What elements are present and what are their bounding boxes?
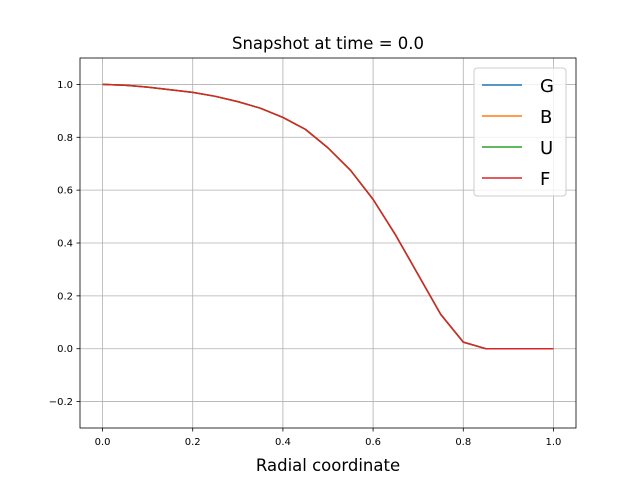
- x-tick-label: 0.0: [95, 437, 111, 448]
- y-tick-label: −0.2: [49, 397, 73, 408]
- y-tick-label: 1.0: [57, 80, 73, 91]
- legend-box: [473, 67, 567, 197]
- x-axis-ticks: 0.0 0.2 0.4 0.6 0.8 1.0: [95, 428, 562, 448]
- y-axis-ticks: −0.2 0.0 0.2 0.4 0.6 0.8 1.0: [49, 80, 80, 408]
- x-tick-label: 0.2: [185, 437, 201, 448]
- x-tick-label: 0.8: [455, 437, 471, 448]
- x-tick-label: 0.4: [275, 437, 291, 448]
- legend-label-u: U: [540, 138, 553, 159]
- x-tick-label: 1.0: [546, 437, 562, 448]
- legend-label-b: B: [540, 107, 552, 128]
- series-lines: [102, 83, 554, 350]
- x-axis-label: Radial coordinate: [256, 456, 400, 475]
- x-tick-label: 0.6: [365, 437, 381, 448]
- legend-label-f: F: [540, 169, 550, 190]
- series-line-f: [102, 83, 554, 350]
- y-tick-label: 0.8: [57, 133, 73, 144]
- y-tick-label: 0.0: [57, 344, 73, 355]
- y-tick-label: 0.6: [57, 186, 73, 197]
- chart-title: Snapshot at time = 0.0: [232, 34, 424, 53]
- legend-label-g: G: [540, 76, 554, 97]
- y-tick-label: 0.4: [57, 239, 73, 250]
- y-tick-label: 0.2: [57, 291, 73, 302]
